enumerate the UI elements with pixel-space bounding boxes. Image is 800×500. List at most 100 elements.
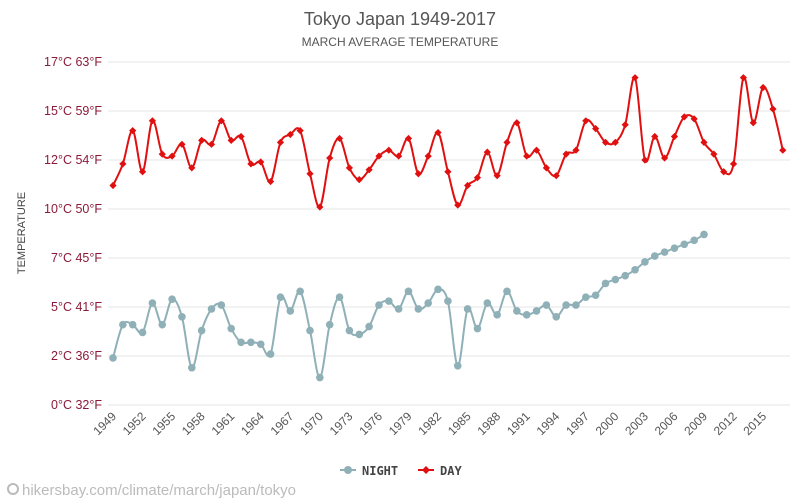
watermark-link[interactable]: hikersbay.com/climate/march/japan/tokyo bbox=[22, 482, 296, 499]
watermark[interactable]: hikersbay.com/climate/march/japan/tokyo bbox=[7, 482, 296, 499]
data-point-day-1956[interactable] bbox=[178, 140, 186, 148]
data-point-night-1972[interactable] bbox=[335, 293, 344, 302]
data-point-night-1975[interactable] bbox=[365, 322, 373, 331]
data-point-day-1984[interactable] bbox=[454, 201, 462, 209]
data-point-night-1959[interactable] bbox=[207, 305, 216, 313]
data-point-day-1949[interactable] bbox=[109, 181, 117, 190]
data-point-night-1991[interactable] bbox=[522, 311, 531, 319]
data-point-day-2006[interactable] bbox=[670, 132, 679, 141]
data-point-night-1987[interactable] bbox=[483, 299, 492, 307]
data-point-day-2017[interactable] bbox=[779, 146, 787, 154]
data-point-day-1978[interactable] bbox=[395, 152, 403, 160]
data-point-night-1989[interactable] bbox=[503, 287, 511, 296]
data-point-night-1967[interactable] bbox=[286, 307, 295, 315]
data-point-day-1993[interactable] bbox=[542, 164, 550, 172]
data-point-day-1952[interactable] bbox=[138, 168, 147, 176]
data-point-night-1999[interactable] bbox=[601, 279, 610, 288]
data-point-day-1958[interactable] bbox=[198, 136, 206, 144]
data-point-night-1983[interactable] bbox=[444, 297, 452, 305]
data-point-day-1991[interactable] bbox=[523, 152, 531, 160]
data-point-day-2010[interactable] bbox=[710, 150, 718, 158]
data-point-day-1996[interactable] bbox=[572, 146, 580, 154]
data-point-night-1978[interactable] bbox=[394, 305, 403, 313]
data-point-night-1960[interactable] bbox=[217, 301, 226, 309]
data-point-night-1949[interactable] bbox=[109, 354, 117, 362]
data-point-day-1954[interactable] bbox=[158, 150, 166, 158]
data-point-day-2008[interactable] bbox=[690, 115, 698, 123]
data-point-day-1982[interactable] bbox=[434, 128, 442, 137]
data-point-day-1953[interactable] bbox=[148, 117, 156, 125]
data-point-day-2000[interactable] bbox=[611, 138, 619, 146]
data-point-night-1992[interactable] bbox=[532, 307, 541, 315]
data-point-day-2005[interactable] bbox=[661, 154, 669, 162]
data-point-night-1955[interactable] bbox=[168, 295, 176, 303]
data-point-night-2001[interactable] bbox=[621, 271, 629, 280]
data-point-night-2004[interactable] bbox=[650, 252, 659, 260]
data-point-night-1953[interactable] bbox=[148, 299, 157, 307]
data-point-day-1955[interactable] bbox=[168, 152, 176, 160]
data-point-day-1998[interactable] bbox=[592, 125, 600, 133]
data-point-night-1980[interactable] bbox=[414, 305, 423, 313]
data-point-day-1966[interactable] bbox=[276, 138, 285, 146]
data-point-night-1997[interactable] bbox=[582, 293, 590, 302]
data-point-day-2011[interactable] bbox=[720, 168, 728, 176]
data-point-day-1961[interactable] bbox=[227, 136, 235, 144]
data-point-night-1970[interactable] bbox=[316, 373, 324, 382]
data-point-day-2009[interactable] bbox=[700, 138, 708, 146]
data-point-night-1981[interactable] bbox=[424, 299, 433, 307]
data-point-day-1972[interactable] bbox=[335, 134, 344, 143]
data-point-day-2001[interactable] bbox=[621, 121, 629, 129]
data-point-day-1999[interactable] bbox=[601, 138, 610, 146]
data-point-night-1962[interactable] bbox=[237, 338, 245, 347]
data-point-day-1975[interactable] bbox=[365, 166, 373, 174]
data-point-day-1979[interactable] bbox=[404, 134, 413, 143]
data-point-day-2002[interactable] bbox=[631, 74, 639, 82]
data-point-day-1989[interactable] bbox=[503, 138, 511, 146]
data-point-day-1965[interactable] bbox=[267, 177, 275, 186]
data-point-day-1973[interactable] bbox=[345, 164, 353, 172]
data-point-night-2008[interactable] bbox=[690, 236, 698, 245]
data-point-night-1996[interactable] bbox=[572, 301, 580, 309]
data-point-night-1986[interactable] bbox=[473, 324, 482, 333]
data-point-night-1956[interactable] bbox=[178, 313, 186, 321]
data-point-night-1974[interactable] bbox=[355, 330, 364, 339]
data-point-day-1988[interactable] bbox=[493, 172, 501, 180]
data-point-night-1954[interactable] bbox=[158, 320, 167, 329]
data-point-day-2007[interactable] bbox=[680, 113, 688, 121]
data-point-day-1992[interactable] bbox=[532, 146, 541, 154]
data-point-night-1977[interactable] bbox=[385, 297, 393, 305]
data-point-day-1962[interactable] bbox=[237, 132, 245, 141]
data-point-night-1965[interactable] bbox=[266, 350, 275, 358]
data-point-night-1950[interactable] bbox=[119, 320, 127, 329]
data-point-night-1984[interactable] bbox=[453, 362, 462, 370]
data-point-night-1994[interactable] bbox=[552, 313, 561, 321]
data-point-day-1980[interactable] bbox=[414, 170, 422, 178]
data-point-day-1990[interactable] bbox=[513, 119, 521, 127]
data-point-day-1994[interactable] bbox=[552, 172, 560, 180]
data-point-night-1957[interactable] bbox=[188, 363, 196, 372]
data-point-day-1987[interactable] bbox=[483, 148, 491, 156]
data-point-night-1990[interactable] bbox=[513, 307, 521, 315]
data-point-day-1971[interactable] bbox=[326, 154, 334, 162]
data-point-night-1988[interactable] bbox=[493, 311, 501, 319]
data-point-night-2000[interactable] bbox=[611, 275, 620, 284]
data-point-night-1998[interactable] bbox=[591, 291, 600, 300]
data-point-night-1963[interactable] bbox=[247, 338, 255, 347]
data-point-day-1974[interactable] bbox=[355, 176, 363, 184]
data-point-day-2004[interactable] bbox=[651, 132, 659, 141]
data-point-night-1952[interactable] bbox=[138, 328, 147, 337]
data-point-night-2005[interactable] bbox=[660, 248, 669, 256]
data-point-day-1977[interactable] bbox=[385, 146, 393, 154]
data-point-day-1950[interactable] bbox=[119, 160, 127, 168]
data-point-night-1982[interactable] bbox=[434, 285, 442, 294]
data-point-day-1969[interactable] bbox=[306, 170, 314, 178]
data-point-day-1967[interactable] bbox=[286, 130, 294, 139]
data-point-day-1963[interactable] bbox=[247, 160, 255, 168]
data-point-night-1995[interactable] bbox=[562, 301, 570, 309]
data-point-night-2007[interactable] bbox=[680, 240, 689, 249]
data-point-day-1995[interactable] bbox=[562, 150, 570, 158]
data-point-night-1979[interactable] bbox=[404, 287, 413, 296]
data-point-day-1985[interactable] bbox=[464, 181, 472, 190]
data-point-day-1970[interactable] bbox=[316, 203, 324, 211]
data-point-night-1968[interactable] bbox=[296, 287, 304, 296]
